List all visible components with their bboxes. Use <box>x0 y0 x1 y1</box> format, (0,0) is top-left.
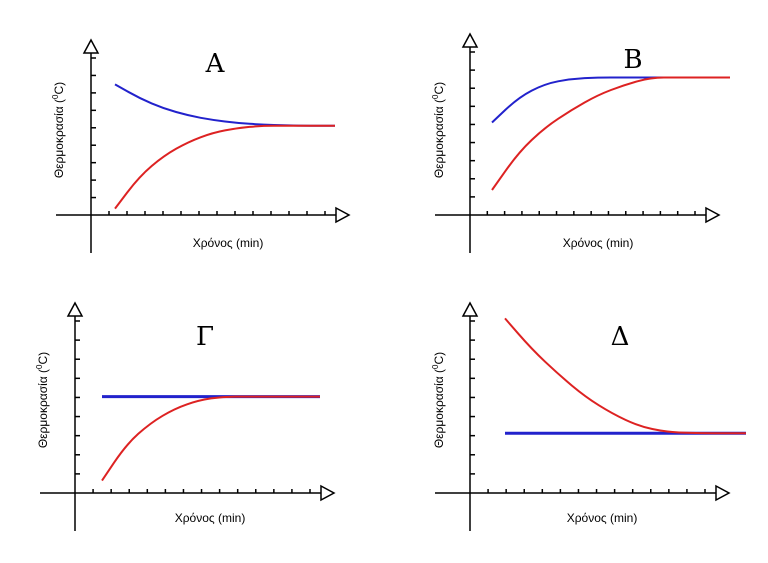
y-axis-label: Θερμοκρασία (0C) <box>35 352 50 448</box>
series-line-2 <box>101 395 320 482</box>
series-line-2 <box>504 317 746 435</box>
series-line-2 <box>114 124 335 210</box>
x-axis-arrow-icon <box>335 206 351 224</box>
x-axis-arrow-icon <box>705 206 721 224</box>
x-axis-label: Χρόνος (min) <box>563 236 634 250</box>
panel-label: Γ <box>196 322 214 352</box>
series-line-1 <box>491 76 730 124</box>
series-line-2 <box>491 76 730 191</box>
x-axis-label: Χρόνος (min) <box>193 236 264 250</box>
chart-panel-3: Γ Χρόνος (min) Θερμοκρασία (0C) <box>35 301 336 531</box>
panel-label: A <box>205 49 226 79</box>
panel-label: B <box>623 45 642 75</box>
series-line-1 <box>114 83 335 127</box>
y-axis-arrow-icon <box>82 38 100 54</box>
y-axis-arrow-icon <box>461 32 479 48</box>
chart-panel-1: A Χρόνος (min) Θερμοκρασία (0C) <box>51 38 351 253</box>
y-axis-label: Θερμοκρασία (0C) <box>51 82 66 178</box>
y-axis-label: Θερμοκρασία (0C) <box>431 352 446 448</box>
y-axis-arrow-icon <box>461 301 479 317</box>
panel-label: Δ <box>611 322 630 352</box>
chart-panel-2: B Χρόνος (min) Θερμοκρασία (0C) <box>431 32 730 253</box>
x-axis-arrow-icon <box>320 484 336 502</box>
y-axis-label: Θερμοκρασία (0C) <box>431 82 446 178</box>
x-axis-arrow-icon <box>715 484 731 502</box>
x-axis-label: Χρόνος (min) <box>567 511 638 525</box>
y-axis-arrow-icon <box>66 301 84 317</box>
x-axis-label: Χρόνος (min) <box>175 511 246 525</box>
chart-panel-4: Δ Χρόνος (min) Θερμοκρασία (0C) <box>431 301 746 531</box>
